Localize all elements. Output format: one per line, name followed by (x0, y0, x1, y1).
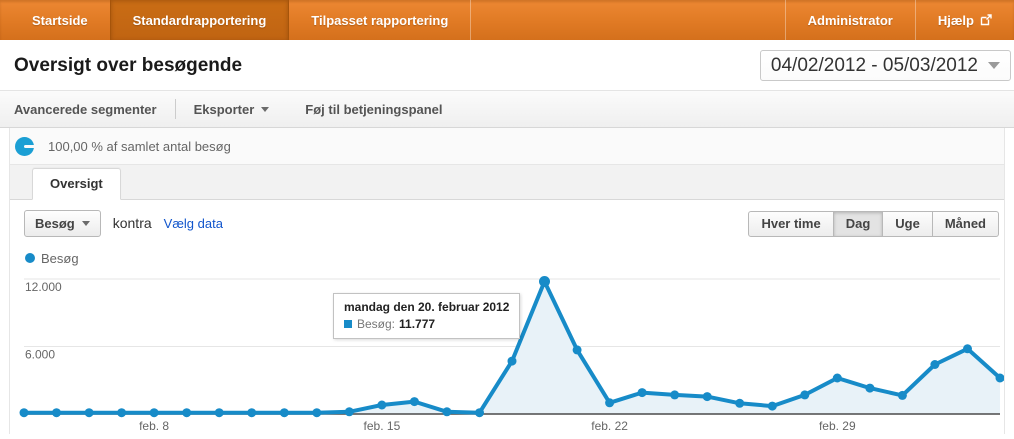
data-point[interactable] (865, 383, 875, 393)
data-point[interactable] (507, 356, 517, 366)
top-nav: Startside Standardrapportering Tilpasset… (0, 0, 1014, 40)
data-point[interactable] (279, 408, 289, 418)
data-point[interactable] (182, 408, 192, 418)
metric-dropdown-button[interactable]: Besøg (24, 209, 101, 237)
data-point[interactable] (442, 407, 452, 417)
x-axis-label: feb. 29 (819, 419, 856, 433)
select-data-link[interactable]: Vælg data (163, 215, 223, 231)
data-point[interactable] (963, 344, 972, 354)
chevron-down-icon (988, 62, 1000, 69)
data-point[interactable] (377, 400, 387, 410)
granularity-maaned-button[interactable]: Måned (931, 211, 999, 237)
report-content: Besøg kontra Vælg data Hver time Dag Uge… (10, 200, 1004, 434)
data-point[interactable] (52, 408, 61, 418)
nav-item-hjaelp[interactable]: Hjælp (914, 0, 1014, 40)
tab-oversigt[interactable]: Oversigt (32, 168, 121, 200)
data-point[interactable] (572, 345, 582, 355)
granularity-hver-time-button[interactable]: Hver time (748, 211, 834, 237)
segment-pie-icon[interactable] (15, 136, 34, 156)
nav-item-startside[interactable]: Startside (10, 0, 110, 40)
data-point[interactable] (897, 390, 907, 400)
granularity-uge-button[interactable]: Uge (882, 211, 933, 237)
highlighted-data-point[interactable] (539, 276, 550, 287)
report-panel: 100,00 % af samlet antal besøg Oversigt … (9, 128, 1005, 434)
add-to-dashboard-button[interactable]: Føj til betjeningspanel (287, 102, 460, 117)
data-point[interactable] (735, 398, 745, 408)
date-range-text: 04/02/2012 - 05/03/2012 (770, 54, 978, 76)
nav-right-group: Administrator Hjælp (784, 0, 1014, 40)
add-to-dashboard-label: Føj til betjeningspanel (305, 101, 443, 117)
data-point[interactable] (832, 373, 842, 383)
series-area (24, 281, 1000, 414)
metric-label: Besøg (35, 215, 75, 231)
versus-label: kontra (112, 215, 152, 231)
nav-left-group: Startside Standardrapportering Tilpasset… (10, 0, 472, 40)
chevron-down-icon (261, 106, 270, 112)
report-toolbar: Avancerede segmenter Eksporter Føj til b… (0, 90, 1014, 128)
chart-controls-row: Besøg kontra Vælg data Hver time Dag Uge… (10, 200, 1004, 246)
y-axis-label: 6.000 (25, 348, 55, 362)
data-point[interactable] (767, 401, 777, 411)
segment-label: 100,00 % af samlet antal besøg (48, 138, 231, 154)
data-point[interactable] (84, 408, 94, 418)
chart-tooltip: mandag den 20. februar 2012 Besøg: 11.77… (333, 293, 521, 339)
data-point[interactable] (19, 408, 29, 418)
data-point[interactable] (312, 408, 322, 418)
series-legend-label: Besøg (41, 250, 79, 266)
data-point[interactable] (930, 360, 940, 369)
nav-item-label: Startside (32, 12, 88, 28)
chart-legend: Besøg (25, 250, 1004, 266)
data-point[interactable] (117, 408, 127, 418)
chart-area: 6.000 12.000 feb. 8 feb. 15 feb. 22 feb. 29 (10, 268, 1004, 439)
data-point[interactable] (247, 408, 257, 418)
x-axis-label: feb. 8 (139, 419, 169, 433)
data-point[interactable] (637, 388, 647, 398)
x-axis-label: feb. 22 (591, 419, 628, 433)
series-color-dot-icon (25, 253, 35, 263)
date-range-selector[interactable]: 04/02/2012 - 05/03/2012 (759, 50, 1011, 81)
data-point[interactable] (149, 408, 159, 418)
title-row: Oversigt over besøgende 04/02/2012 - 05/… (0, 40, 1014, 90)
external-link-icon (980, 14, 992, 26)
nav-item-label: Standardrapportering (132, 12, 267, 28)
data-point[interactable] (702, 392, 712, 402)
series-swatch-icon (344, 320, 352, 328)
data-point[interactable] (344, 407, 354, 417)
data-point[interactable] (800, 390, 810, 400)
tab-strip: Oversigt (10, 165, 1004, 200)
tooltip-row: Besøg: 11.777 (344, 317, 509, 331)
tooltip-value: 11.777 (399, 317, 436, 331)
x-axis-label: feb. 15 (364, 419, 401, 433)
nav-item-administrator[interactable]: Administrator (784, 0, 915, 40)
granularity-button-group: Hver time Dag Uge Måned (748, 211, 999, 237)
visits-chart[interactable]: 6.000 12.000 feb. 8 feb. 15 feb. 22 feb. 29 (10, 268, 1004, 439)
data-point[interactable] (670, 390, 680, 400)
granularity-dag-button[interactable]: Dag (832, 211, 884, 237)
toolbar-divider (174, 99, 176, 119)
export-label: Eksporter (193, 101, 255, 117)
nav-item-label: Administrator (807, 12, 893, 28)
chevron-down-icon (81, 220, 90, 226)
page-title: Oversigt over besøgende (14, 55, 243, 76)
nav-item-label: Hjælp (937, 12, 974, 28)
segment-row: 100,00 % af samlet antal besøg (10, 128, 1004, 165)
data-point[interactable] (475, 408, 484, 418)
nav-item-tilpasset-rapportering[interactable]: Tilpasset rapportering (289, 0, 470, 40)
tooltip-date: mandag den 20. februar 2012 (344, 300, 510, 314)
export-button[interactable]: Eksporter (176, 102, 288, 117)
advanced-segments-button[interactable]: Avancerede segmenter (14, 102, 175, 117)
tooltip-series-label: Besøg: (357, 317, 396, 331)
data-point[interactable] (605, 398, 615, 408)
data-point[interactable] (995, 373, 1005, 383)
data-point[interactable] (409, 397, 419, 407)
nav-item-label: Tilpasset rapportering (311, 12, 449, 28)
nav-item-standardrapportering[interactable]: Standardrapportering (109, 0, 290, 40)
data-point[interactable] (214, 408, 224, 418)
advanced-segments-label: Avancerede segmenter (14, 101, 157, 117)
y-axis-label: 12.000 (25, 280, 62, 294)
